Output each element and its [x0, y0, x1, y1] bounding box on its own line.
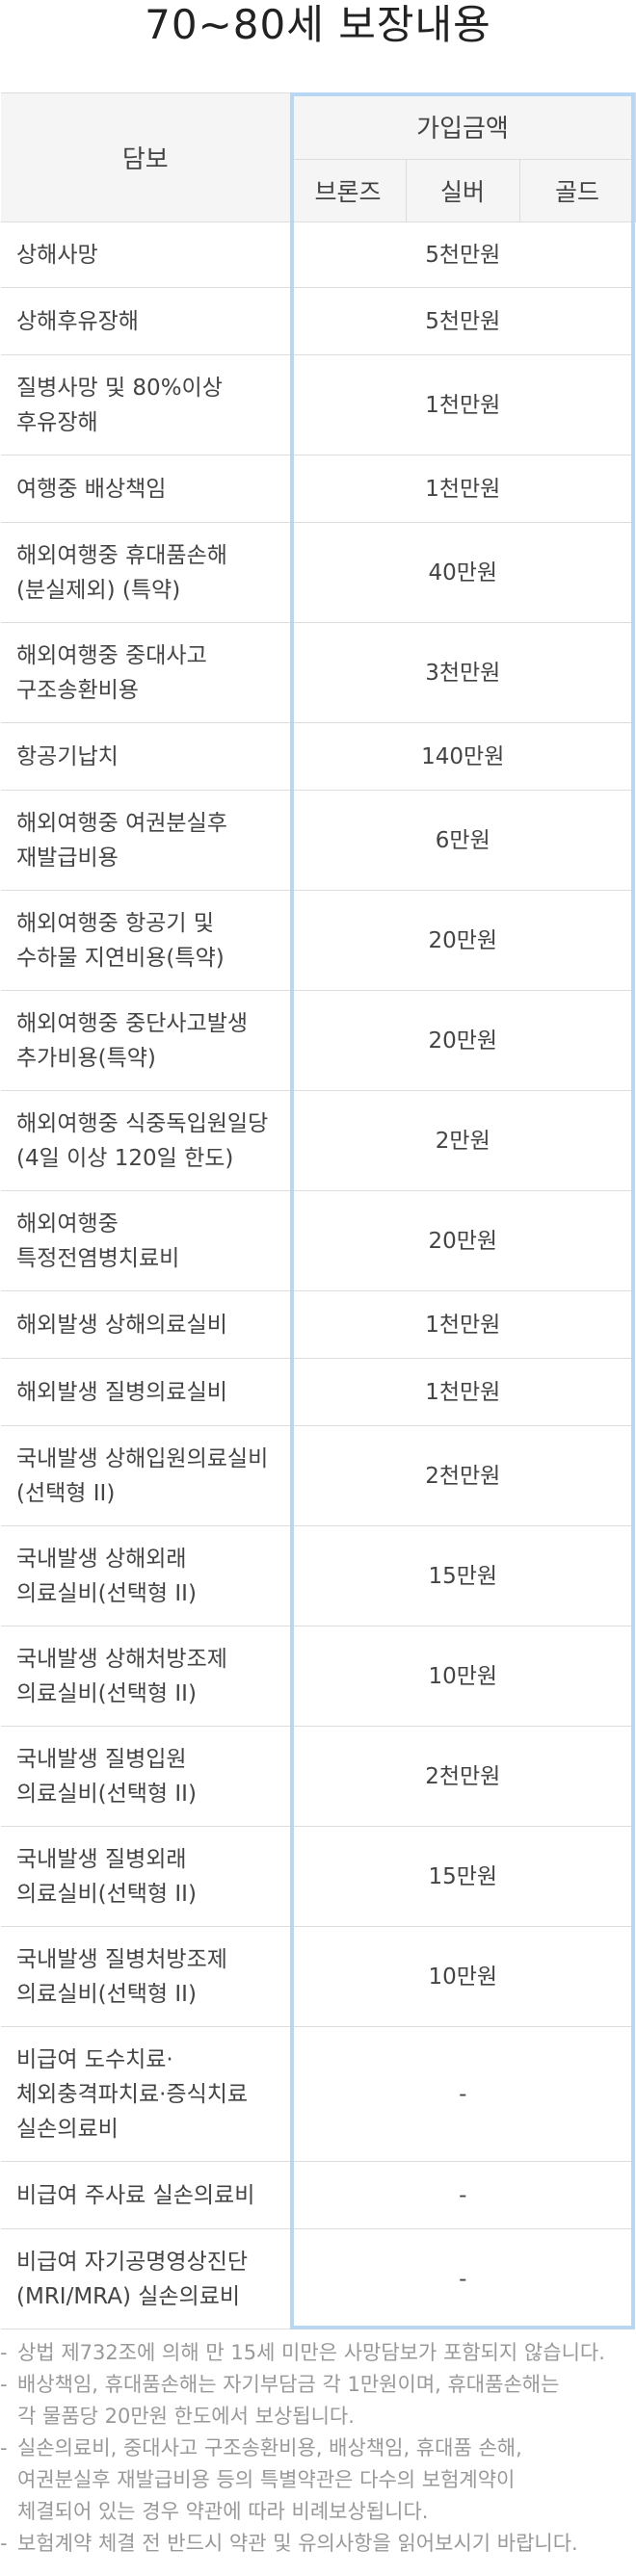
coverage-name: 해외여행중 여권분실후 재발급비용 [1, 790, 291, 891]
coverage-amount: 2천만원 [290, 1726, 636, 1827]
table-row: 질병사망 및 80%이상 후유장해 1천만원 [1, 354, 636, 455]
coverage-name: 해외여행중 식중독입원일당 (4일 이상 120일 한도) [1, 1090, 291, 1191]
coverage-amount: 3천만원 [290, 622, 636, 723]
table-row: 국내발생 상해외래 의료실비(선택형 II) 15만원 [1, 1525, 636, 1626]
coverage-amount: 15만원 [290, 1525, 636, 1626]
coverage-amount: 5천만원 [290, 287, 636, 355]
table-row: 항공기납치 140만원 [1, 722, 636, 791]
coverage-name: 국내발생 질병외래 의료실비(선택형 II) [1, 1826, 291, 1927]
plan-header-gold: 골드 [518, 159, 636, 222]
table-row: 해외발생 상해의료실비 1천만원 [1, 1290, 636, 1359]
coverage-name: 국내발생 상해입원의료실비 (선택형 II) [1, 1425, 291, 1526]
plan-header-bronze: 브론즈 [289, 159, 407, 222]
table-row: 국내발생 질병입원 의료실비(선택형 II) 2천만원 [1, 1726, 636, 1827]
coverage-name: 국내발생 질병처방조제 의료실비(선택형 II) [1, 1926, 291, 2027]
coverage-amount: 5천만원 [290, 221, 636, 288]
note-item: 상법 제732조에 의해 만 15세 미만은 사망담보가 포함되지 않습니다. [0, 2337, 636, 2369]
coverage-amount: - [290, 2228, 636, 2329]
coverage-name: 해외여행중 항공기 및 수하물 지연비용(특약) [1, 890, 291, 991]
table-row: 여행중 배상책임 1천만원 [1, 455, 636, 523]
coverage-amount: 140만원 [290, 722, 636, 791]
coverage-amount: - [290, 2161, 636, 2229]
table-row: 비급여 자기공명영상진단 (MRI/MRA) 실손의료비 - [1, 2228, 636, 2329]
coverage-table: 담보 가입금액 브론즈 실버 골드 상해사망 5천만원 상해후유장해 5천만원 질병사망… [1, 92, 636, 2329]
note-item: 보험계약 체결 전 반드시 약관 및 유의사항을 읽어보시기 바랍니다. [0, 2528, 636, 2560]
coverage-amount: 10만원 [290, 1926, 636, 2027]
coverage-name: 비급여 도수치료· 체외충격파치료·증식치료 실손의료비 [1, 2026, 291, 2162]
table-row: 해외여행중 식중독입원일당 (4일 이상 120일 한도) 2만원 [1, 1090, 636, 1191]
table-row: 상해후유장해 5천만원 [1, 287, 636, 355]
coverage-amount: 40만원 [290, 522, 636, 623]
coverage-amount: 20만원 [290, 1190, 636, 1291]
coverage-name: 국내발생 상해처방조제 의료실비(선택형 II) [1, 1626, 291, 1727]
table-row: 국내발생 상해입원의료실비 (선택형 II) 2천만원 [1, 1425, 636, 1526]
coverage-table-wrapper: 담보 가입금액 브론즈 실버 골드 상해사망 5천만원 상해후유장해 5천만원 질병사망… [1, 92, 636, 2329]
coverage-name: 질병사망 및 80%이상 후유장해 [1, 354, 291, 455]
table-row: 해외여행중 휴대품손해 (분실제외) (특약) 40만원 [1, 522, 636, 623]
coverage-amount: 15만원 [290, 1826, 636, 1927]
table-row: 해외여행중 중대사고 구조송환비용 3천만원 [1, 622, 636, 723]
table-row: 해외발생 질병의료실비 1천만원 [1, 1358, 636, 1426]
subscription-amount-header: 가입금액 [289, 92, 636, 160]
coverage-amount: 10만원 [290, 1626, 636, 1727]
coverage-amount: - [290, 2026, 636, 2162]
table-row: 상해사망 5천만원 [1, 221, 636, 288]
table-row: 해외여행중 중단사고발생 추가비용(특약) 20만원 [1, 990, 636, 1091]
table-row: 국내발생 질병외래 의료실비(선택형 II) 15만원 [1, 1826, 636, 1927]
table-row: 국내발생 상해처방조제 의료실비(선택형 II) 10만원 [1, 1626, 636, 1727]
coverage-name: 해외발생 질병의료실비 [1, 1358, 291, 1426]
coverage-amount: 1천만원 [290, 354, 636, 455]
coverage-name: 해외여행중 휴대품손해 (분실제외) (특약) [1, 522, 291, 623]
coverage-name: 비급여 주사료 실손의료비 [1, 2161, 291, 2229]
coverage-amount: 20만원 [290, 990, 636, 1091]
note-item: 실손의료비, 중대사고 구조송환비용, 배상책임, 휴대품 손해,여권분실후 재… [0, 2433, 636, 2528]
table-row: 해외여행중 특정전염병치료비 20만원 [1, 1190, 636, 1291]
coverage-table-body: 상해사망 5천만원 상해후유장해 5천만원 질병사망 및 80%이상 후유장해 1천만원 여행… [1, 221, 636, 2329]
coverage-column-header: 담보 [1, 92, 291, 222]
coverage-amount: 2천만원 [290, 1425, 636, 1526]
coverage-name: 해외여행중 중대사고 구조송환비용 [1, 622, 291, 723]
coverage-name: 상해사망 [1, 221, 291, 288]
coverage-name: 항공기납치 [1, 722, 291, 791]
coverage-amount: 6만원 [290, 790, 636, 891]
coverage-amount: 1천만원 [290, 1358, 636, 1426]
coverage-name: 해외여행중 중단사고발생 추가비용(특약) [1, 990, 291, 1091]
table-row: 비급여 도수치료· 체외충격파치료·증식치료 실손의료비 - [1, 2026, 636, 2162]
coverage-name: 해외여행중 특정전염병치료비 [1, 1190, 291, 1291]
table-row: 국내발생 질병처방조제 의료실비(선택형 II) 10만원 [1, 1926, 636, 2027]
plan-header-silver: 실버 [405, 159, 520, 222]
coverage-name: 비급여 자기공명영상진단 (MRI/MRA) 실손의료비 [1, 2228, 291, 2329]
notes-list: 상법 제732조에 의해 만 15세 미만은 사망담보가 포함되지 않습니다.배… [0, 2337, 636, 2560]
coverage-amount: 20만원 [290, 890, 636, 991]
coverage-name: 여행중 배상책임 [1, 455, 291, 523]
coverage-name: 상해후유장해 [1, 287, 291, 355]
table-row: 해외여행중 항공기 및 수하물 지연비용(특약) 20만원 [1, 890, 636, 991]
coverage-amount: 1천만원 [290, 455, 636, 523]
table-row: 해외여행중 여권분실후 재발급비용 6만원 [1, 790, 636, 891]
coverage-name: 국내발생 질병입원 의료실비(선택형 II) [1, 1726, 291, 1827]
coverage-amount: 1천만원 [290, 1290, 636, 1359]
coverage-name: 국내발생 상해외래 의료실비(선택형 II) [1, 1525, 291, 1626]
coverage-name: 해외발생 상해의료실비 [1, 1290, 291, 1359]
table-row: 비급여 주사료 실손의료비 - [1, 2161, 636, 2229]
page-title: 70~80세 보장내용 [145, 1, 491, 48]
coverage-amount: 2만원 [290, 1090, 636, 1191]
